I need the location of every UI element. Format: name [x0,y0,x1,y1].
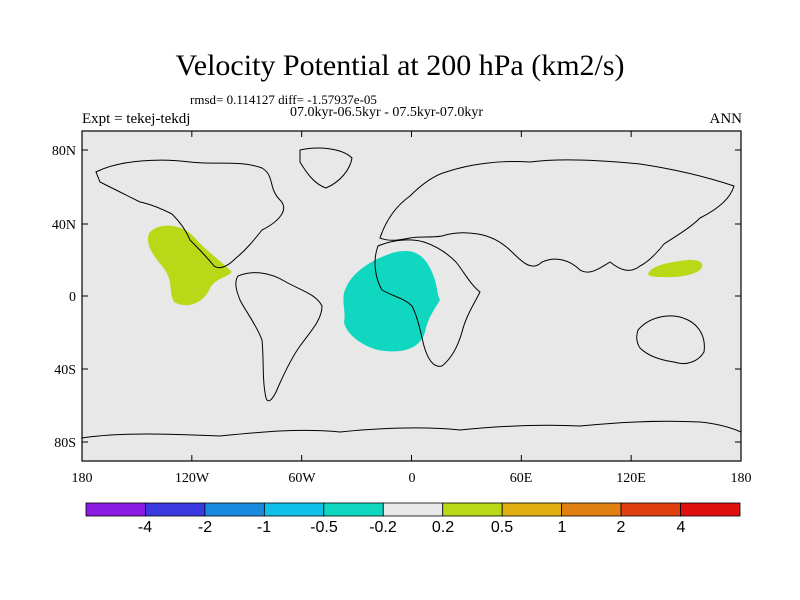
rmsd-stat: rmsd= 0.114127 diff= -1.57937e-05 [190,92,377,107]
colorbar-label-10: 4 [677,519,686,536]
lat-label-0: 0 [69,290,76,305]
period-label: 07.0kyr-06.5kyr - 07.5kyr-07.0kyr [290,105,484,120]
anomaly-western-pacific [648,259,703,278]
lon-label-60w: 60W [288,471,316,486]
coast-north-america [95,159,285,269]
longitude-labels: 180 120W 60W 0 60E 120E 180 [72,471,752,486]
latitude-labels: 80N 40N 0 40S 80S [52,144,76,451]
colorbar-box-5 [323,502,384,517]
season-label: ANN [709,111,743,127]
colorbar-label-2: -2 [198,519,212,536]
lat-label-40s: 40S [54,363,76,378]
colorbar-box-6 [382,502,444,517]
colorbar-label-7: 0.5 [491,519,513,536]
colorbar-label-6: 0.2 [432,519,454,536]
colorbar [85,502,741,517]
experiment-label: Expt = tekej-tekdj [82,111,191,127]
lon-label-0: 0 [409,471,416,486]
lat-label-80s: 80S [54,436,76,451]
colorbar-box-2 [145,502,206,517]
colorbar-box-9 [561,502,622,517]
lon-label-120w: 120W [175,471,210,486]
coast-south-america [235,272,323,402]
lat-label-40n: 40N [52,218,76,233]
colorbar-box-1 [85,502,146,517]
colorbar-box-8 [501,502,563,517]
lat-label-80n: 80N [52,144,76,159]
coast-eurasia [379,159,735,273]
colorbar-box-11 [680,502,741,517]
coast-greenland [299,147,353,189]
axis-ticks [81,131,742,461]
colorbar-labels: -4 -2 -1 -0.5 -0.2 0.2 0.5 1 2 4 [138,519,686,536]
map-title: Velocity Potential at 200 hPa (km2/s) [175,49,625,82]
colorbar-box-4 [263,502,325,517]
anomaly-atlantic-africa [343,250,440,352]
colorbar-box-7 [442,502,503,517]
colorbar-label-8: 1 [558,519,567,536]
lon-label-180e: 180 [731,471,752,486]
coastlines [81,147,742,439]
colorbar-label-4: -0.5 [310,519,338,536]
colorbar-label-1: -4 [138,519,152,536]
lon-label-180w: 180 [72,471,93,486]
anomaly-eastern-pacific [147,225,232,306]
colorbar-label-9: 2 [617,519,626,536]
coast-africa [374,239,481,367]
coast-antarctica [81,420,742,439]
colorbar-label-5: -0.2 [369,519,397,536]
coast-australia [636,315,705,365]
colorbar-box-3 [204,502,265,517]
lon-label-60e: 60E [510,471,533,486]
lon-label-120e: 120E [616,471,646,486]
colorbar-label-3: -1 [257,519,271,536]
colorbar-box-10 [620,502,681,517]
